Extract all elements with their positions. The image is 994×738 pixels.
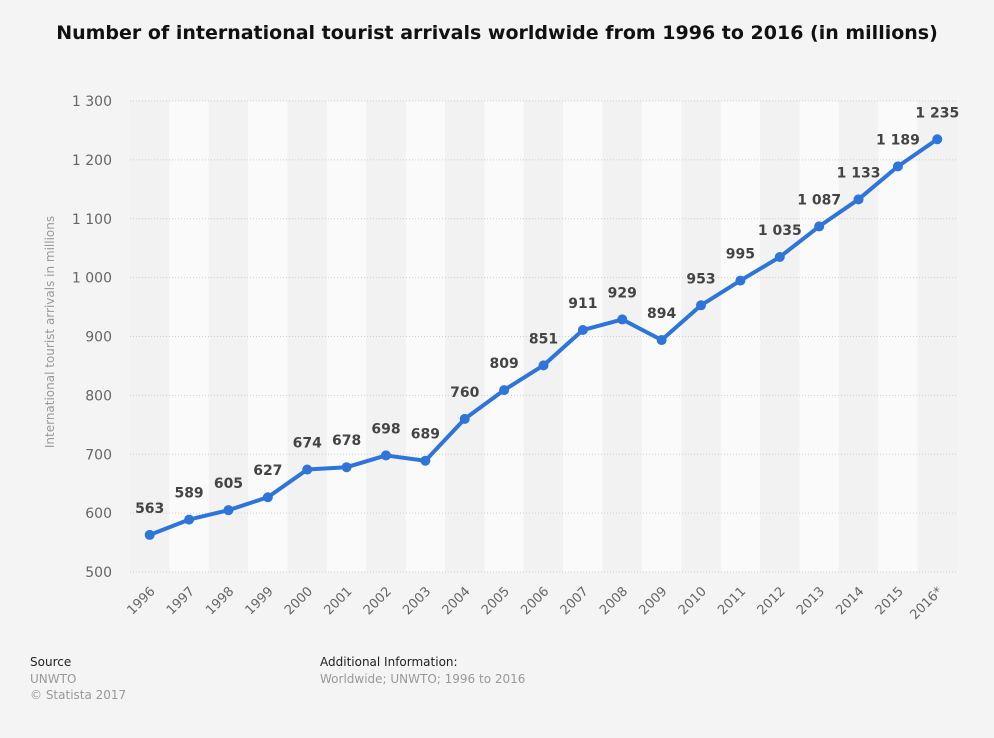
y-tick-label: 900 [85,330,112,346]
y-axis-label: International tourist arrivals in millio… [43,215,57,449]
data-point [341,462,352,473]
x-tick-label: 2014 [833,584,867,618]
data-point [420,455,431,466]
x-tick-label: 2015 [873,584,907,618]
data-point [144,529,155,540]
data-point [656,335,667,346]
source-name: UNWTO [30,672,77,686]
y-axis-ticks: 500 600 700 800 900 1 000 1 100 1 200 1 300 [72,94,112,581]
y-tick-label: 500 [85,565,112,581]
data-label: 698 [371,421,400,437]
data-point [814,221,825,232]
y-tick-label: 1 000 [72,271,112,287]
data-label: 1 035 [758,223,802,239]
data-point [696,300,707,311]
data-label: 929 [608,285,637,301]
data-point [184,514,195,525]
data-labels: 563 589 605 627 674 678 698 689 760 809 851 911 929 8… [135,105,959,517]
x-tick-label: 2002 [361,584,395,618]
x-tick-label: 2005 [479,584,513,618]
x-tick-label: 2011 [715,584,749,618]
x-tick-label: 2016* [908,584,947,623]
data-label: 760 [450,385,479,401]
x-tick-label: 2000 [282,584,316,618]
data-label: 627 [253,463,282,479]
y-tick-label: 1 200 [72,153,112,169]
additional-info-heading: Additional Information: [320,655,458,669]
data-label: 605 [214,476,243,492]
column-band [681,101,721,572]
x-tick-label: 2012 [755,584,789,618]
data-label: 678 [332,433,361,449]
x-tick-label: 2001 [321,584,355,618]
data-label: 674 [293,436,322,452]
data-points [144,134,943,540]
data-label: 911 [568,296,597,312]
x-tick-label: 2004 [440,584,474,618]
data-point [853,194,864,205]
x-tick-label: 2008 [597,584,631,618]
y-tick-label: 1 300 [72,94,112,110]
data-label: 995 [726,247,755,263]
additional-info-text: Worldwide; UNWTO; 1996 to 2016 [320,672,526,686]
y-tick-label: 700 [85,447,112,463]
source-heading: Source [30,655,72,669]
y-tick-label: 800 [85,388,112,404]
data-label: 809 [490,356,519,372]
data-point [577,325,588,336]
x-tick-label: 1998 [203,584,237,618]
x-tick-label: 2013 [794,584,828,618]
data-point [892,161,903,172]
data-label: 1 189 [876,132,920,148]
line-chart: 500 600 700 800 900 1 000 1 100 1 200 1 300 1996… [72,94,959,623]
x-tick-label: 1999 [243,584,277,618]
data-point [459,413,470,424]
copyright: © Statista 2017 [30,688,127,702]
data-label: 1 235 [915,105,959,121]
data-label: 563 [135,501,164,517]
data-label: 894 [647,306,676,322]
data-label: 851 [529,331,558,347]
data-point [932,134,943,145]
data-point [223,505,234,516]
x-tick-label: 2009 [636,584,670,618]
data-point [735,275,746,286]
data-label: 589 [174,486,203,502]
x-axis-ticks: 1996 1997 1998 1999 2000 2001 2002 2003 2004 2005… [125,584,947,623]
column-band [878,101,918,572]
data-label: 1 087 [797,192,841,208]
data-point [380,450,391,461]
x-tick-label: 2007 [558,584,592,618]
data-label: 689 [411,427,440,443]
data-point [302,464,313,475]
x-tick-label: 2010 [676,584,710,618]
data-label: 953 [686,271,715,287]
data-point [617,314,628,325]
y-tick-label: 1 100 [72,212,112,228]
data-label: 1 133 [837,165,881,181]
x-tick-label: 2006 [518,584,552,618]
x-tick-label: 1997 [164,584,198,618]
x-tick-label: 1996 [125,584,159,618]
data-point [262,492,273,503]
data-point [499,385,510,396]
y-tick-label: 600 [85,506,112,522]
chart-title: Number of international tourist arrivals… [56,22,938,44]
data-point [538,360,549,371]
data-point [774,252,785,263]
x-tick-label: 2003 [400,584,434,618]
column-band [563,101,603,572]
